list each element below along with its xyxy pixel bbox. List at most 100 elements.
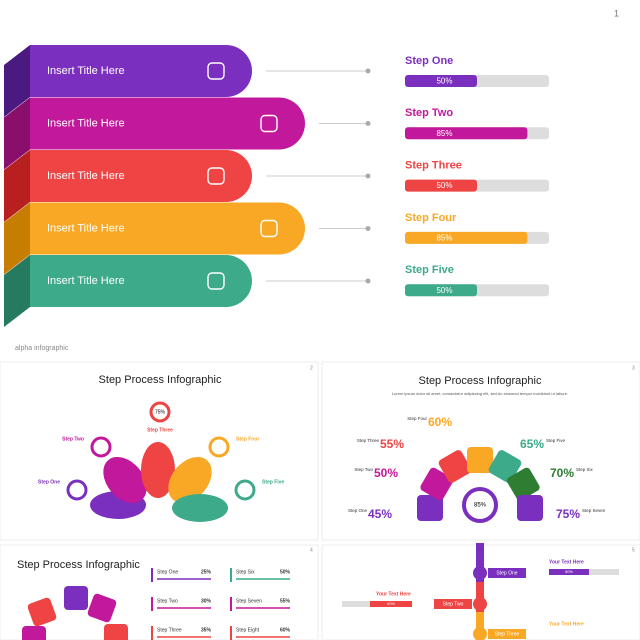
ribbon-title: Insert Title Here bbox=[47, 65, 125, 77]
ribbon-fold bbox=[4, 45, 30, 117]
list-bar bbox=[230, 597, 232, 611]
fan-tile bbox=[488, 450, 522, 483]
petal bbox=[168, 456, 212, 504]
fan-tile bbox=[438, 450, 472, 483]
tag bbox=[434, 599, 472, 609]
ribbon-title: Insert Title Here bbox=[47, 117, 125, 129]
label: Step One bbox=[38, 479, 60, 485]
progress-fill bbox=[405, 127, 528, 140]
ribbon bbox=[30, 97, 305, 150]
fan-name: Step Seven bbox=[582, 508, 606, 513]
connector-dot bbox=[365, 173, 371, 179]
fan-name: Step One bbox=[348, 508, 368, 513]
ring bbox=[208, 436, 230, 458]
hub bbox=[153, 510, 167, 524]
progress-label: 50% bbox=[436, 181, 452, 190]
thumb-title: Step Process Infographic bbox=[17, 559, 140, 571]
node bbox=[473, 597, 487, 611]
ribbon bbox=[30, 45, 252, 97]
main-slide: Insert Title Here Step One 50% Insert Title… bbox=[4, 45, 549, 327]
fan-tile bbox=[507, 467, 540, 501]
node bbox=[473, 566, 487, 580]
pct: 75% bbox=[155, 409, 166, 415]
label: Step Three bbox=[147, 427, 173, 433]
ribbon-fold bbox=[4, 150, 30, 222]
ribbon-fold bbox=[4, 255, 30, 327]
icon bbox=[207, 167, 225, 185]
thumbnail-3: 3 Step Process Infographic Lorem ipsum d… bbox=[321, 361, 640, 541]
fan bbox=[90, 442, 228, 524]
progress-label: 50% bbox=[436, 77, 452, 86]
step-name: Step Five bbox=[405, 264, 454, 276]
ribbon bbox=[30, 255, 252, 307]
step-name: Step Four bbox=[405, 212, 457, 224]
connector-dot bbox=[365, 68, 371, 74]
list-pct: 25% bbox=[201, 569, 212, 575]
list-name: Step Seven bbox=[236, 598, 262, 604]
step: Step Two bbox=[443, 601, 464, 607]
progress-fill bbox=[405, 179, 477, 192]
tile bbox=[27, 597, 57, 627]
fan-pct: 50% bbox=[374, 466, 398, 480]
list-pct: 50% bbox=[280, 569, 291, 575]
fan-pct: 60% bbox=[428, 415, 452, 429]
thumbnail-2: 2 Step Process Infographic 75% Step Thre… bbox=[0, 361, 319, 541]
ring bbox=[66, 479, 88, 501]
step: Step Three bbox=[495, 631, 520, 637]
tag bbox=[488, 629, 526, 639]
label: Step Five bbox=[262, 479, 284, 485]
ribbon bbox=[30, 150, 252, 202]
fill bbox=[549, 569, 589, 575]
list-name: Step Six bbox=[236, 569, 255, 575]
progress-fill bbox=[405, 231, 528, 244]
bar-label: 60% bbox=[387, 601, 395, 606]
thumb-title: Step Process Infographic bbox=[99, 374, 222, 386]
step-name: Step Three bbox=[405, 160, 462, 172]
fan-pct: 70% bbox=[550, 466, 574, 480]
thumb-title: Step Process Infographic bbox=[419, 375, 542, 387]
ring bbox=[462, 487, 498, 523]
step: Step One bbox=[496, 570, 517, 576]
ribbon-title: Insert Title Here bbox=[47, 275, 125, 287]
thumb-frame bbox=[0, 544, 319, 640]
list-name: Step Eight bbox=[236, 627, 260, 633]
heading: Your Text Here bbox=[376, 591, 411, 597]
list-bar bbox=[151, 626, 153, 640]
footer: alpha infographic bbox=[15, 345, 69, 352]
center-pct: 85% bbox=[474, 503, 487, 509]
step-name: Step One bbox=[405, 55, 453, 67]
node bbox=[473, 627, 487, 640]
progress-label: 85% bbox=[436, 234, 452, 243]
label: Step Four bbox=[236, 436, 259, 442]
icon bbox=[207, 62, 225, 80]
list-bar bbox=[230, 626, 232, 640]
thumb-number: 5 bbox=[632, 547, 635, 553]
fan-name: Step Five bbox=[546, 438, 566, 443]
icon bbox=[260, 219, 278, 238]
ring bbox=[90, 436, 112, 458]
list-bar bbox=[151, 597, 153, 611]
label: Step Two bbox=[62, 436, 84, 442]
fan-pct: 75% bbox=[556, 507, 580, 521]
list-name: Step Three bbox=[157, 627, 182, 633]
fill bbox=[370, 601, 412, 607]
thumb-number: 4 bbox=[310, 547, 313, 553]
connector-dot bbox=[365, 226, 371, 231]
ring bbox=[234, 479, 256, 501]
connector-dot bbox=[365, 278, 371, 284]
fan-tile bbox=[517, 495, 543, 521]
fan-tile bbox=[417, 495, 443, 521]
connector-dot bbox=[365, 121, 371, 126]
ribbon-fold bbox=[4, 202, 30, 275]
fan-pct: 55% bbox=[380, 437, 404, 451]
fan-name: Step Three bbox=[357, 438, 380, 443]
thumb-number: 3 bbox=[632, 365, 635, 371]
fan-pct: 65% bbox=[520, 437, 544, 451]
list-pct: 30% bbox=[201, 598, 212, 604]
step-name: Step Two bbox=[405, 107, 453, 119]
heading: Your Text Here bbox=[549, 621, 584, 627]
heading: Your Text Here bbox=[549, 559, 584, 565]
progress-fill bbox=[405, 75, 477, 87]
tile bbox=[104, 624, 128, 640]
